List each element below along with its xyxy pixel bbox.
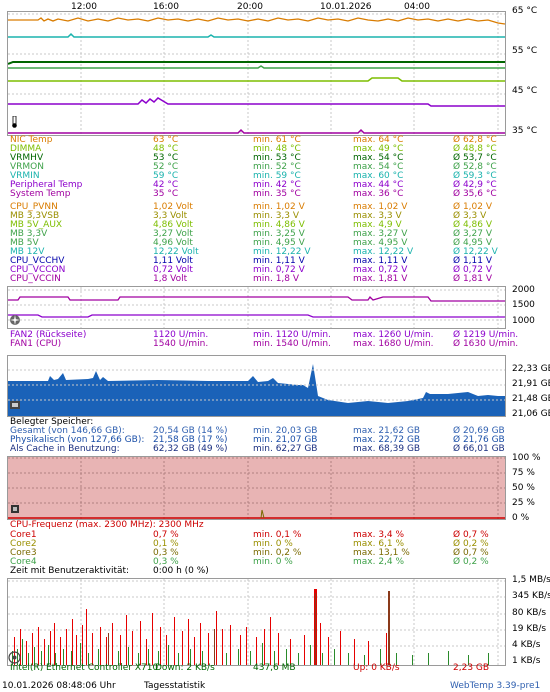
- series-peripheral-temp: [8, 97, 505, 107]
- fan-chart: [7, 286, 506, 329]
- memory-axis-label: 22,33 GB: [512, 364, 550, 374]
- memory-chart: [7, 355, 506, 417]
- temp-row-system: System Temp 35 °C min. 35 °C max. 36 °C Ø 35…: [10, 189, 497, 199]
- cpu-icon: [9, 503, 19, 515]
- time-label: 04:00: [404, 2, 430, 12]
- cpu-axis-label: 0 %: [512, 513, 530, 523]
- cpu-header: CPU-Frequenz (max. 2300 MHz): 2300 MHz: [10, 520, 204, 530]
- cpu-axis-label: 25 %: [512, 498, 535, 508]
- temp-axis-label: 45 °C: [512, 86, 538, 96]
- version-link[interactable]: WebTemp 3.39-pre1: [450, 681, 541, 691]
- memory-chart-svg: [8, 364, 505, 416]
- cpu-row: Core4 0,3 % min. 0 % max. 2,4 % Ø 0,2 %: [10, 557, 489, 567]
- net-axis-label: 80 KB/s: [512, 608, 547, 618]
- temp-axis-label: 65 °C: [512, 6, 538, 16]
- activity-row: Zeit mit Benutzeraktivität: 0:00 h (0 %): [10, 566, 209, 576]
- series-vrmhv: [8, 61, 505, 65]
- cpu-axis-label: 75 %: [512, 468, 535, 478]
- network-icon: [8, 651, 21, 664]
- network-adapter-name: Intel(R) Ethernet Controller X710: [10, 663, 159, 673]
- fan-icon: [9, 314, 20, 326]
- network-chart: [7, 578, 506, 666]
- series-fan1: [8, 295, 505, 302]
- memory-axis-label: 21,91 GB: [512, 379, 550, 389]
- footer: 10.01.2026 08:48:06 Uhr Tagesstatistik W…: [0, 680, 550, 692]
- network-down-bars: [12, 639, 489, 665]
- net-axis-label: 19 KB/s: [512, 624, 547, 634]
- fan-row: FAN1 (CPU) 1540 U/min. min. 1540 U/min. max…: [10, 339, 519, 349]
- memory-axis-label: 21,48 GB: [512, 394, 550, 404]
- daily-stats-link[interactable]: Tagesstatistik: [144, 681, 206, 691]
- cpu-spike: [260, 509, 265, 519]
- network-down-rate: Down: 2 KB/s: [155, 663, 215, 673]
- thermometer-icon: [10, 115, 20, 128]
- memory-row: Als Cache in Benutzung: 62,32 GB (49 %) mi…: [10, 444, 505, 454]
- fan-chart-svg: [8, 287, 505, 328]
- series-fan2: [8, 314, 505, 318]
- fan-axis-label: 2000: [512, 285, 535, 295]
- fan-axis-label: 1000: [512, 316, 535, 326]
- series-dimma: [8, 77, 505, 82]
- series-nic-temp: [8, 17, 505, 25]
- time-label: 10.01.2026: [320, 2, 372, 12]
- memory-area: [8, 364, 505, 416]
- cpu-axis-label: 50 %: [512, 483, 535, 493]
- cpu-row: Core2 0,1 % min. 0 % max. 6,1 % Ø 0,2 %: [10, 539, 489, 549]
- net-axis-label: 1 KB/s: [512, 656, 541, 666]
- temp-row-nic: NIC Temp 63 °C min. 61 °C max. 64 °C Ø 62,8 …: [10, 135, 497, 145]
- cpu-axis-label: 100 %: [512, 453, 541, 463]
- memory-icon: [9, 399, 20, 411]
- memory-row: Physikalisch (von 127,66 GB): 21,58 GB (1…: [10, 435, 505, 445]
- series-vrmon: [8, 65, 505, 69]
- temp-row-vrmhv: VRMHV 53 °C min. 53 °C max. 54 °C Ø 53,7 °C: [10, 153, 497, 163]
- temp-row-dimma: DIMMA 48 °C min. 48 °C max. 49 °C Ø 48,8 °C: [10, 144, 497, 154]
- cpu-chart: [7, 456, 506, 520]
- time-label: 16:00: [153, 2, 179, 12]
- temp-row-peripheral: Peripheral Temp 42 °C min. 42 °C max. 44 °C…: [10, 180, 497, 190]
- temperature-chart: [7, 11, 506, 136]
- net-axis-label: 345 KB/s: [512, 591, 550, 601]
- footer-datetime: 10.01.2026 08:48:06 Uhr: [2, 681, 116, 691]
- cpu-row: Core1 0,7 % min. 0,1 % max. 3,4 % Ø 0,7 %: [10, 530, 489, 540]
- network-up-rate: Up: 0 KB/s: [353, 663, 400, 673]
- time-label: 20:00: [237, 2, 263, 12]
- memory-row: Gesamt (von 146,66 GB): 20,54 GB (14 %) mi…: [10, 426, 505, 436]
- temp-row-vrmon: VRMON 52 °C min. 52 °C max. 54 °C Ø 52,8 °C: [10, 162, 497, 172]
- memory-header: Belegter Speicher:: [10, 417, 94, 427]
- temp-axis-label: 55 °C: [512, 46, 538, 56]
- net-axis-label: 1,5 MB/s: [512, 575, 550, 585]
- series-system-temp: [8, 128, 505, 134]
- fan-axis-label: 1500: [512, 300, 535, 310]
- network-row: Intel(R) Ethernet Controller X710 Down: …: [10, 664, 530, 673]
- fan-row: FAN2 (Rückseite) 1120 U/min. min. 1120 U/m…: [10, 330, 519, 340]
- network-up-total: 2,23 GB: [453, 663, 490, 673]
- memory-axis-label: 21,06 GB: [512, 409, 550, 419]
- temp-axis-label: 35 °C: [512, 126, 538, 136]
- network-overlap-bars: [108, 591, 390, 665]
- time-label: 12:00: [71, 2, 97, 12]
- series-vrmin: [8, 32, 505, 38]
- temp-row-vrmin: VRMIN 59 °C min. 59 °C max. 60 °C Ø 59,3 °C: [10, 171, 497, 181]
- network-down-total: 437,6 MB: [253, 663, 296, 673]
- net-axis-label: 4 KB/s: [512, 640, 541, 650]
- network-chart-svg: [8, 579, 505, 665]
- temperature-chart-svg: [8, 12, 505, 135]
- cpu-chart-svg: [8, 457, 505, 519]
- cpu-row: Core3 0,3 % min. 0,2 % max. 13,1 % Ø 0,7 %: [10, 548, 489, 558]
